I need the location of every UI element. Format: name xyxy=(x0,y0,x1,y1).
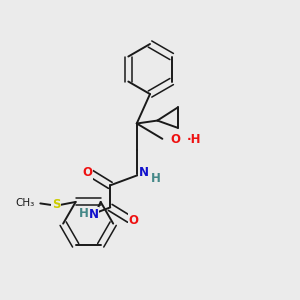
Text: O: O xyxy=(171,133,181,146)
Text: ·H: ·H xyxy=(187,133,201,146)
Text: N: N xyxy=(139,166,149,179)
Text: O: O xyxy=(128,214,139,227)
Text: H: H xyxy=(151,172,161,185)
Text: N: N xyxy=(88,208,98,221)
Text: H: H xyxy=(79,207,89,220)
Text: O: O xyxy=(82,166,92,178)
Text: CH₃: CH₃ xyxy=(15,198,34,208)
Text: S: S xyxy=(52,198,61,212)
